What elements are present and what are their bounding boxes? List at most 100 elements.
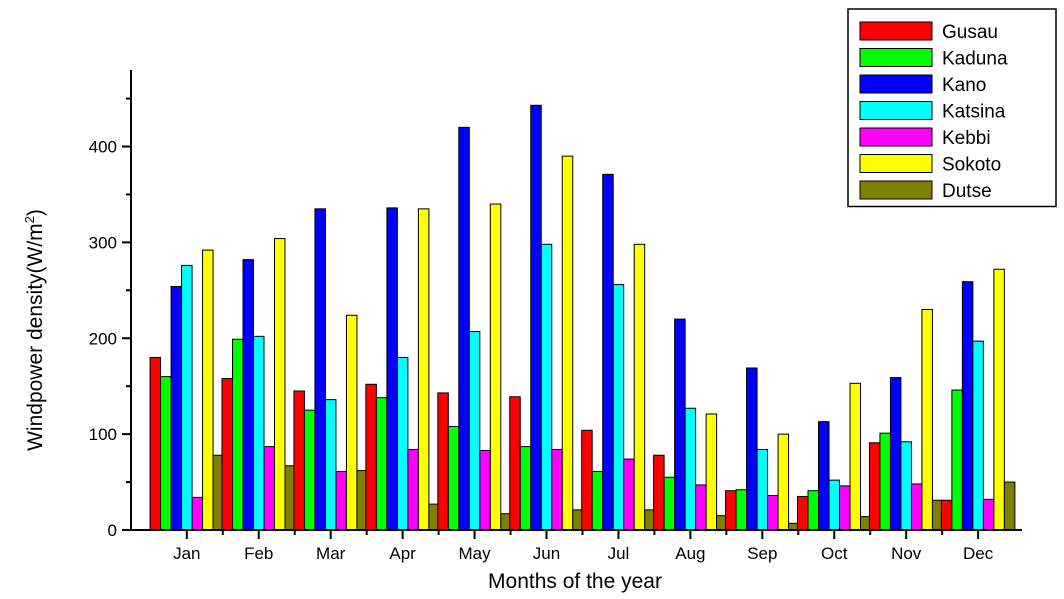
bar-kano [530, 104, 542, 531]
bar-kebbi [551, 448, 563, 531]
bar-katsina [253, 335, 265, 531]
legend-swatch [859, 21, 933, 41]
bar-kaduna [735, 489, 748, 531]
x-tick-label: Dec [963, 544, 994, 563]
bar-kaduna [160, 376, 172, 531]
bar-kaduna [591, 471, 604, 531]
legend-swatch [859, 74, 933, 94]
y-tick-label: 100 [89, 425, 117, 444]
legend-swatch [859, 101, 933, 120]
x-tick-label: Aug [675, 544, 705, 563]
bar-sokoto [202, 249, 214, 531]
bar-gusau [581, 429, 593, 531]
bar-kano [386, 207, 398, 531]
legend: Gusau Kaduna Kano Katsina Kebbi Sokoto Dutse [847, 8, 1057, 208]
x-tick-label: Feb [244, 544, 273, 563]
bar-sokoto [633, 243, 646, 531]
bar-kebbi [839, 485, 851, 531]
bar-sokoto [921, 309, 933, 531]
bar-katsina [324, 399, 337, 531]
bar-katsina [900, 441, 912, 531]
bar-katsina [756, 448, 769, 531]
axes-group: 0 100 200 300 400 Jan Feb Mar Apr May Jun Jul Aug Sep… [89, 70, 1022, 563]
bar-kebbi [767, 494, 779, 531]
bar-katsina [540, 243, 553, 531]
bar-kebbi [982, 498, 995, 531]
bar-katsina [181, 264, 193, 531]
bar-gusau [509, 396, 521, 531]
bar-gusau [653, 454, 665, 531]
bar-kaduna [375, 397, 388, 531]
bar-kano [746, 367, 758, 531]
bar-gusau [293, 390, 305, 531]
y-axis-title: Windpower density(W/m2) [22, 209, 47, 451]
bar-kaduna [519, 446, 532, 531]
bar-gusau [797, 495, 809, 531]
bar-gusau [940, 499, 953, 531]
y-tick-label: 200 [89, 329, 117, 348]
bar-kano [889, 377, 902, 531]
bar-gusau [221, 378, 234, 531]
bar-gusau [868, 442, 881, 531]
bar-kebbi [910, 483, 923, 531]
legend-label: Katsina [942, 102, 1006, 123]
x-tick-label: Mar [316, 544, 346, 563]
bar-kaduna [951, 389, 963, 531]
bar-kebbi [263, 446, 276, 531]
bar-kebbi [191, 496, 204, 531]
bar-kano [674, 318, 686, 531]
bar-gusau [725, 490, 737, 531]
bar-kebbi [335, 471, 347, 531]
legend-label: Kebbi [942, 128, 991, 149]
bar-katsina [828, 479, 841, 531]
bar-kaduna [879, 432, 891, 531]
legend-label: Kaduna [942, 49, 1008, 70]
legend-swatch [859, 154, 933, 173]
legend-swatch [859, 127, 933, 147]
bar-kaduna [447, 425, 460, 531]
x-tick-label: May [459, 544, 492, 563]
y-tick-label: 300 [89, 233, 117, 252]
bar-kebbi [479, 449, 491, 531]
x-axis-title: Months of the year [488, 570, 662, 593]
x-tick-label: Apr [389, 544, 416, 563]
x-tick-label: Jun [533, 544, 560, 563]
bar-sokoto [345, 314, 358, 531]
bar-sokoto [274, 238, 286, 531]
bar-kebbi [623, 458, 635, 531]
bar-gusau [149, 356, 162, 531]
x-tick-label: Oct [821, 544, 848, 563]
legend-label: Gusau [942, 22, 998, 43]
bar-sokoto [489, 203, 502, 531]
bar-sokoto [849, 382, 862, 531]
legend-label: Kano [942, 75, 986, 96]
bar-kebbi [695, 484, 707, 531]
bar-katsina [468, 331, 481, 531]
y-tick-label: 400 [89, 138, 117, 157]
bar-gusau [365, 383, 377, 531]
bar-kaduna [232, 338, 244, 531]
bar-sokoto [417, 208, 430, 531]
bar-kaduna [663, 476, 676, 531]
bar-kaduna [303, 409, 316, 531]
bar-gusau [437, 392, 449, 531]
bar-katsina [396, 356, 409, 531]
x-tick-label: Jan [173, 544, 200, 563]
y-tick-label: 0 [108, 521, 117, 540]
bar-kano [314, 208, 326, 531]
x-tick-label: Jul [608, 544, 630, 563]
legend-swatch [859, 180, 933, 200]
bar-kano [458, 126, 470, 531]
bar-sokoto [705, 413, 718, 531]
bar-katsina [612, 284, 625, 531]
legend-label: Dutse [942, 181, 992, 202]
bar-kano [602, 173, 614, 531]
bar-kaduna [807, 490, 820, 531]
x-tick-label: Nov [891, 544, 922, 563]
bar-kano [818, 421, 830, 531]
bar-katsina [972, 340, 984, 531]
bar-sokoto [561, 155, 574, 531]
bar-sokoto [777, 433, 790, 531]
bar-sokoto [993, 268, 1005, 531]
